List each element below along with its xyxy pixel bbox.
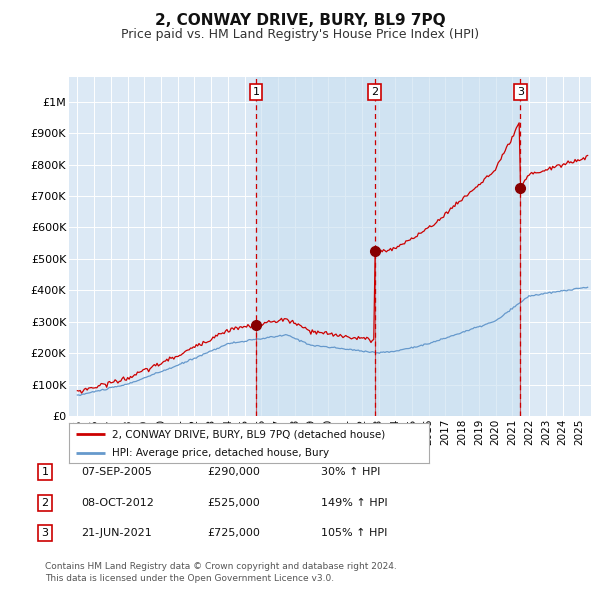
Text: 149% ↑ HPI: 149% ↑ HPI xyxy=(321,498,388,507)
Text: 2, CONWAY DRIVE, BURY, BL9 7PQ (detached house): 2, CONWAY DRIVE, BURY, BL9 7PQ (detached… xyxy=(112,430,385,440)
Text: 1: 1 xyxy=(41,467,49,477)
Text: £290,000: £290,000 xyxy=(207,467,260,477)
Text: 30% ↑ HPI: 30% ↑ HPI xyxy=(321,467,380,477)
Text: This data is licensed under the Open Government Licence v3.0.: This data is licensed under the Open Gov… xyxy=(45,574,334,583)
Text: 08-OCT-2012: 08-OCT-2012 xyxy=(81,498,154,507)
Text: 2: 2 xyxy=(41,498,49,507)
Text: 105% ↑ HPI: 105% ↑ HPI xyxy=(321,529,388,538)
Text: 2, CONWAY DRIVE, BURY, BL9 7PQ: 2, CONWAY DRIVE, BURY, BL9 7PQ xyxy=(155,13,445,28)
Text: 3: 3 xyxy=(517,87,524,97)
Text: 1: 1 xyxy=(253,87,260,97)
Text: Price paid vs. HM Land Registry's House Price Index (HPI): Price paid vs. HM Land Registry's House … xyxy=(121,28,479,41)
Bar xyxy=(256,77,520,416)
Text: 2: 2 xyxy=(371,87,378,97)
Text: 21-JUN-2021: 21-JUN-2021 xyxy=(81,529,152,538)
Text: £525,000: £525,000 xyxy=(207,498,260,507)
Text: HPI: Average price, detached house, Bury: HPI: Average price, detached house, Bury xyxy=(112,448,329,458)
Text: Contains HM Land Registry data © Crown copyright and database right 2024.: Contains HM Land Registry data © Crown c… xyxy=(45,562,397,571)
Text: £725,000: £725,000 xyxy=(207,529,260,538)
Text: 3: 3 xyxy=(41,529,49,538)
Text: 07-SEP-2005: 07-SEP-2005 xyxy=(81,467,152,477)
